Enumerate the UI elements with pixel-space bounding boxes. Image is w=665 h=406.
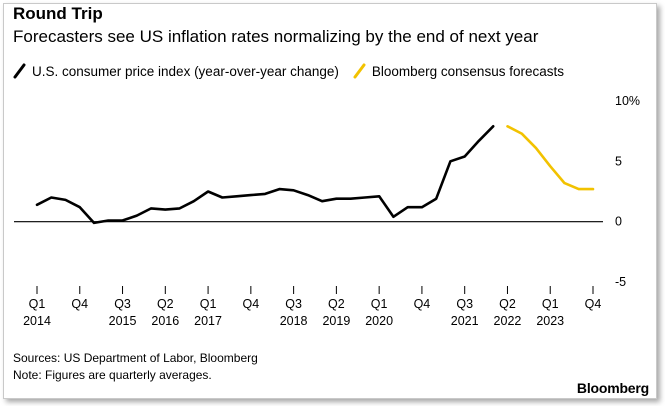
x-tick-year: 2015	[109, 314, 137, 328]
chart-subtitle: Forecasters see US inflation rates norma…	[13, 27, 539, 46]
x-tick-year: 2022	[494, 314, 522, 328]
bloomberg-logo: Bloomberg	[576, 380, 649, 396]
y-tick-label: -5	[615, 275, 626, 289]
figures-note: Note: Figures are quarterly averages.	[13, 368, 212, 382]
x-tick-quarter: Q4	[71, 297, 88, 311]
legend-item-forecast: Bloomberg consensus forecasts	[353, 63, 564, 79]
x-tick-quarter: Q1	[542, 297, 559, 311]
x-tick-year: 2014	[23, 314, 51, 328]
legend-item-cpi: U.S. consumer price index (year-over-yea…	[13, 63, 339, 79]
series-line-cpi	[35, 125, 495, 225]
x-tick-year: 2020	[365, 314, 393, 328]
x-tick-year: 2023	[536, 314, 564, 328]
x-tick-year: 2019	[322, 314, 350, 328]
legend-label-cpi: U.S. consumer price index (year-over-yea…	[32, 63, 339, 79]
x-tick-year: 2018	[280, 314, 308, 328]
x-tick-year: 2016	[151, 314, 179, 328]
legend-swatch-forecast	[353, 63, 366, 79]
x-tick-quarter: Q3	[285, 297, 302, 311]
x-tick-year: 2017	[194, 314, 222, 328]
sources-note: Sources: US Department of Labor, Bloombe…	[13, 351, 258, 365]
x-tick-quarter: Q4	[243, 297, 260, 311]
y-tick-label: 10%	[615, 94, 640, 108]
x-tick-quarter: Q4	[414, 297, 431, 311]
legend-label-forecast: Bloomberg consensus forecasts	[371, 63, 564, 79]
x-tick-quarter: Q1	[200, 297, 217, 311]
y-tick-label: 0	[615, 215, 622, 229]
x-tick-quarter: Q2	[328, 297, 345, 311]
legend: U.S. consumer price index (year-over-yea…	[13, 63, 578, 79]
x-tick-quarter: Q3	[456, 297, 473, 311]
series-line-forecast	[506, 125, 595, 191]
x-tick-quarter: Q1	[371, 297, 388, 311]
x-tick-year: 2021	[451, 314, 479, 328]
x-tick-quarter: Q2	[157, 297, 174, 311]
legend-swatch-cpi	[13, 63, 26, 79]
x-tick-quarter: Q2	[499, 297, 516, 311]
x-tick-quarter: Q3	[114, 297, 131, 311]
x-tick-quarter: Q1	[29, 297, 46, 311]
chart-title: Round Trip	[13, 4, 103, 23]
y-tick-label: 5	[615, 154, 622, 168]
x-tick-quarter: Q4	[585, 297, 602, 311]
